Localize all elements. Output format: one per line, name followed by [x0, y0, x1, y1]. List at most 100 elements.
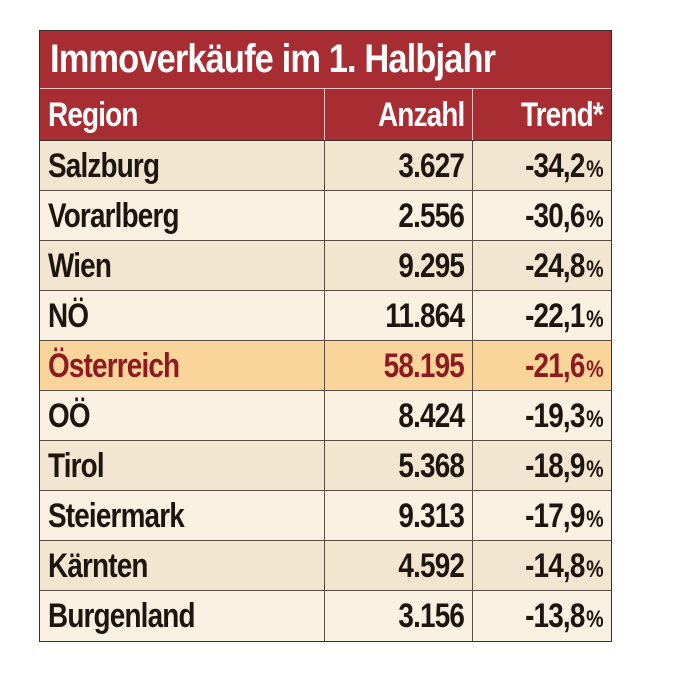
- trend-value: -21,6%: [525, 341, 604, 390]
- table-body: Salzburg 3.627 -34,2% Vorarlberg 2.556 -…: [40, 141, 611, 641]
- trend-cell: -13,8%: [473, 591, 611, 641]
- region-text: Kärnten: [48, 547, 148, 585]
- count-text: 9.313: [398, 497, 464, 535]
- table-row: Wien 9.295 -24,8%: [40, 241, 611, 291]
- table-row: Tirol 5.368 -18,9%: [40, 441, 611, 491]
- trend-cell: -22,1%: [473, 291, 611, 340]
- count-cell: 9.313: [325, 491, 473, 540]
- trend-text: -17,9: [525, 497, 585, 535]
- percent-sign: %: [586, 156, 604, 183]
- trend-cell: -17,9%: [473, 491, 611, 540]
- region-cell: OÖ: [40, 391, 325, 440]
- trend-text: -22,1: [525, 297, 585, 335]
- table-row-highlight: Österreich 58.195 -21,6%: [40, 341, 611, 391]
- count-text: 3.156: [398, 597, 464, 635]
- region-cell: Burgenland: [40, 591, 325, 641]
- percent-sign: %: [586, 606, 604, 633]
- trend-text: -24,8: [525, 247, 585, 285]
- region-text: Salzburg: [48, 147, 160, 185]
- header-count-text: Anzahl: [377, 96, 465, 134]
- trend-cell: -30,6%: [473, 191, 611, 240]
- count-cell: 3.156: [325, 591, 473, 641]
- table-row: OÖ 8.424 -19,3%: [40, 391, 611, 441]
- region-cell: Salzburg: [40, 141, 325, 190]
- trend-value: -22,1%: [525, 291, 604, 340]
- region-cell: Kärnten: [40, 541, 325, 590]
- count-text: 58.195: [383, 347, 465, 385]
- count-text: 11.864: [385, 297, 465, 335]
- table-row: Vorarlberg 2.556 -30,6%: [40, 191, 611, 241]
- region-cell: Tirol: [40, 441, 325, 490]
- header-region: Region: [40, 89, 325, 140]
- count-cell: 11.864: [325, 291, 473, 340]
- count-cell: 58.195: [325, 341, 473, 390]
- trend-cell: -21,6%: [473, 341, 611, 390]
- percent-sign: %: [586, 206, 604, 233]
- trend-value: -17,9%: [525, 491, 604, 540]
- region-cell: Österreich: [40, 341, 325, 390]
- table-row: Burgenland 3.156 -13,8%: [40, 591, 611, 641]
- count-text: 2.556: [398, 197, 464, 235]
- percent-sign: %: [586, 456, 604, 483]
- count-cell: 9.295: [325, 241, 473, 290]
- trend-value: -18,9%: [525, 441, 604, 490]
- count-cell: 5.368: [325, 441, 473, 490]
- trend-value: -14,8%: [525, 541, 604, 590]
- table-row: Steiermark 9.313 -17,9%: [40, 491, 611, 541]
- percent-sign: %: [586, 256, 604, 283]
- trend-value: -34,2%: [525, 141, 604, 190]
- trend-value: -24,8%: [525, 241, 604, 290]
- table-row: Kärnten 4.592 -14,8%: [40, 541, 611, 591]
- count-cell: 8.424: [325, 391, 473, 440]
- region-text: OÖ: [48, 397, 91, 435]
- count-text: 9.295: [398, 247, 464, 285]
- trend-text: -13,8: [525, 597, 585, 635]
- table-row: Salzburg 3.627 -34,2%: [40, 141, 611, 191]
- region-cell: Vorarlberg: [40, 191, 325, 240]
- count-cell: 4.592: [325, 541, 473, 590]
- region-text: Burgenland: [48, 597, 196, 635]
- trend-cell: -14,8%: [473, 541, 611, 590]
- region-cell: Steiermark: [40, 491, 325, 540]
- trend-text: -14,8: [525, 547, 585, 585]
- trend-value: -30,6%: [525, 191, 604, 240]
- percent-sign: %: [586, 406, 604, 433]
- sales-table: Immoverkäufe im 1. Halbjahr Region Anzah…: [39, 30, 612, 642]
- table-row: NÖ 11.864 -22,1%: [40, 291, 611, 341]
- header-region-text: Region: [48, 96, 138, 134]
- header-trend: Trend*: [473, 89, 611, 140]
- region-text: Österreich: [48, 347, 180, 385]
- table-title-text: Immoverkäufe im 1. Halbjahr: [50, 37, 496, 81]
- percent-sign: %: [586, 556, 604, 583]
- trend-cell: -18,9%: [473, 441, 611, 490]
- percent-sign: %: [586, 306, 604, 333]
- table-title: Immoverkäufe im 1. Halbjahr: [40, 31, 611, 89]
- count-cell: 2.556: [325, 191, 473, 240]
- count-text: 5.368: [398, 447, 464, 485]
- trend-text: -30,6: [525, 197, 585, 235]
- trend-cell: -19,3%: [473, 391, 611, 440]
- count-text: 4.592: [398, 547, 464, 585]
- trend-cell: -34,2%: [473, 141, 611, 190]
- region-cell: NÖ: [40, 291, 325, 340]
- header-trend-text: Trend*: [521, 96, 604, 134]
- trend-text: -21,6: [525, 347, 585, 385]
- trend-text: -18,9: [525, 447, 585, 485]
- count-text: 3.627: [398, 147, 464, 185]
- trend-text: -34,2: [525, 147, 585, 185]
- region-cell: Wien: [40, 241, 325, 290]
- header-row: Region Anzahl Trend*: [40, 89, 611, 141]
- count-cell: 3.627: [325, 141, 473, 190]
- trend-value: -19,3%: [525, 391, 604, 440]
- header-count: Anzahl: [325, 89, 473, 140]
- region-text: Vorarlberg: [48, 197, 180, 235]
- trend-cell: -24,8%: [473, 241, 611, 290]
- trend-text: -19,3: [525, 397, 585, 435]
- count-text: 8.424: [398, 397, 464, 435]
- percent-sign: %: [586, 506, 604, 533]
- region-text: Steiermark: [48, 497, 185, 535]
- region-text: NÖ: [48, 297, 89, 335]
- region-text: Wien: [48, 247, 112, 285]
- trend-value: -13,8%: [525, 591, 604, 641]
- percent-sign: %: [586, 356, 604, 383]
